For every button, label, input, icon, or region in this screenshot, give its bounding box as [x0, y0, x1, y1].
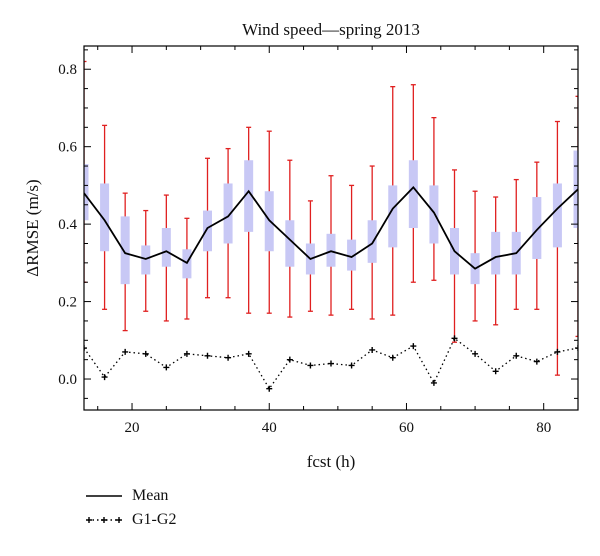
point-g1-g2 [472, 350, 479, 357]
iqr-box [120, 216, 130, 285]
point-g1-g2 [163, 364, 170, 371]
iqr-box [367, 220, 377, 263]
point-g1-g2 [122, 348, 129, 355]
point-g1-g2 [513, 352, 520, 359]
point-g1-g2 [410, 343, 417, 350]
legend-swatch-g1-g2 [86, 517, 122, 523]
iqr-box [347, 239, 357, 271]
iqr-box [573, 150, 578, 228]
iqr-box [532, 197, 542, 259]
point-g1-g2 [575, 345, 578, 352]
point-g1-g2 [492, 368, 499, 375]
iqr-box [223, 183, 233, 244]
y-tick-label: 0.2 [58, 295, 77, 311]
point-g1-g2 [533, 358, 540, 365]
series-group [84, 60, 578, 392]
series-line-mean [84, 185, 578, 270]
x-tick-label: 80 [536, 420, 551, 436]
plot-frame [83, 45, 579, 411]
legend-label-mean: Mean [132, 487, 169, 504]
chart: Wind speed—spring 2013 0.0 0.2 0.4 0.6 0.8 20… [23, 20, 579, 471]
iqr-box [141, 245, 151, 275]
y-tick-label: 0.8 [58, 62, 77, 78]
point-g1-g2 [348, 362, 355, 369]
y-axis-label: ΔRMSE (m/s) [23, 179, 42, 276]
point-g1-g2 [328, 360, 334, 367]
point-g1-g2 [389, 354, 396, 361]
point-g1-g2 [101, 374, 108, 381]
point-g1-g2 [430, 379, 437, 386]
axes: 0.0 0.2 0.4 0.6 0.8 20 40 60 80 [58, 46, 579, 436]
iqr-box [244, 160, 254, 232]
y-tick-label: 0.0 [58, 372, 77, 388]
iqr-box [326, 233, 336, 267]
iqr-box [552, 183, 562, 248]
iqr-box [408, 160, 418, 228]
y-tick-label: 0.6 [58, 140, 77, 156]
point-g1-g2 [266, 385, 273, 392]
iqr-box [285, 220, 295, 267]
iqr-box [491, 231, 501, 275]
point-g1-g2 [369, 346, 376, 353]
point-g1-g2 [84, 345, 87, 352]
iqr-box [100, 183, 110, 252]
point-g1-g2 [204, 352, 211, 359]
iqr-box [388, 185, 398, 248]
point-g1-g2 [183, 350, 190, 357]
iqr-box [161, 228, 171, 267]
iqr-box [203, 210, 212, 252]
y-tick-label: 0.4 [58, 217, 77, 233]
point-g1-g2 [142, 350, 149, 357]
plot-area [84, 60, 578, 392]
x-axis-label: fcst (h) [307, 452, 356, 471]
point-g1-g2 [451, 335, 458, 342]
x-tick-label: 40 [262, 420, 277, 436]
chart-title: Wind speed—spring 2013 [242, 20, 420, 39]
x-tick-label: 20 [125, 420, 140, 436]
legend-label-g1-g2: G1-G2 [132, 511, 177, 528]
legend-swatch-mean [86, 495, 122, 497]
legend-item-g1-g2: G1-G2 [84, 508, 176, 532]
x-tick-label: 60 [399, 420, 414, 436]
legend: Mean G1-G2 [84, 484, 176, 532]
iqr-box [429, 185, 439, 244]
point-g1-g2 [245, 350, 252, 357]
point-g1-g2 [225, 354, 232, 361]
point-g1-g2 [554, 348, 561, 355]
point-g1-g2 [286, 356, 293, 363]
legend-item-mean: Mean [84, 484, 176, 508]
point-g1-g2 [307, 362, 314, 369]
iqr-box [84, 164, 89, 221]
